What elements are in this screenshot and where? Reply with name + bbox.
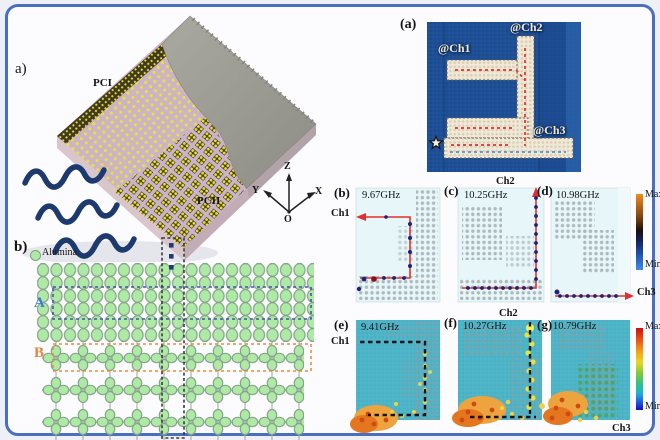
pc1-lattice-rows xyxy=(37,263,314,342)
photo-ch1-label: @Ch1 xyxy=(438,41,471,55)
sim-panel-d xyxy=(550,187,634,303)
pc2-clover-rows xyxy=(42,341,304,440)
alumina-legend-icon xyxy=(30,250,41,261)
axis-y-label: Y xyxy=(252,185,260,196)
alumina-legend-label: Alumina xyxy=(42,247,77,258)
pc1-label: PCI xyxy=(93,77,112,89)
pc2-rod-array xyxy=(115,115,247,248)
exp-panel-g-freq: 10.79GHz xyxy=(553,321,597,332)
source-star-marker xyxy=(428,134,444,150)
exp-panel-e xyxy=(350,320,440,433)
region-a-label: A xyxy=(34,295,45,311)
exp-panel-f-label: (f) xyxy=(444,315,457,330)
exp-panel-g-label: (g) xyxy=(537,317,553,332)
left-panel-b-label: b) xyxy=(14,239,28,255)
exp-panel-g xyxy=(543,320,630,425)
sim-ch3-label: Ch3 xyxy=(637,287,656,298)
lattice-diagram xyxy=(37,237,314,440)
exp-panel-f-freq: 10.27GHz xyxy=(463,321,507,332)
exp-ch1-label: Ch1 xyxy=(331,336,350,347)
left-panel-a-label: a) xyxy=(15,61,27,77)
sample-photo xyxy=(427,22,581,172)
photo-panel-label: (a) xyxy=(400,17,417,32)
sim-panel-b-freq: 9.67GHz xyxy=(362,190,401,201)
exp-panel-e-label: (e) xyxy=(334,317,349,332)
pc1-rod-array xyxy=(64,50,208,192)
exp-panel-f xyxy=(452,320,545,427)
unit-cell-box xyxy=(161,237,185,439)
route-red-dashes xyxy=(451,48,526,146)
slab-side-faces xyxy=(57,124,316,260)
sim-ch1-label: Ch1 xyxy=(331,208,350,219)
coordinate-axes xyxy=(263,173,316,214)
photo-ch2-label: @Ch2 xyxy=(510,20,543,34)
incident-wave-arrows xyxy=(22,164,137,259)
region-a-box xyxy=(52,286,312,320)
sim-ch2-label: Ch2 xyxy=(496,176,515,187)
sim-panel-d-freq: 10.98GHz xyxy=(556,190,600,201)
sim-panel-c-label: (c) xyxy=(444,183,459,198)
crystal-3d-illustration xyxy=(22,15,317,262)
exp-ch2-label: Ch2 xyxy=(499,308,518,319)
sim-panel-d-label: (d) xyxy=(537,183,553,198)
sim-panel-c-freq: 10.25GHz xyxy=(464,190,508,201)
region-b-box xyxy=(52,343,312,372)
exp-panel-e-freq: 9.41GHz xyxy=(361,322,400,333)
photo-ch3-label: @Ch3 xyxy=(533,123,566,137)
exp-ch3-label: Ch3 xyxy=(612,423,631,434)
sim-panel-b-label: (b) xyxy=(334,185,350,200)
pc2-label: PCII xyxy=(197,195,221,207)
sim-colorbar-max-label: Max xyxy=(645,189,660,200)
sim-colorbar-min-label: Min xyxy=(645,259,660,270)
axis-origin-label: O xyxy=(284,214,292,225)
sim-panel-b xyxy=(355,187,441,303)
exp-colorbar-min-label: Min xyxy=(645,401,660,412)
exp-field-row xyxy=(350,320,643,433)
exp-colorbar-max-label: Max xyxy=(645,321,660,332)
region-b-label: B xyxy=(34,345,45,361)
sim-field-row xyxy=(355,187,643,303)
axis-z-label: Z xyxy=(284,161,291,172)
exp-colorbar xyxy=(636,328,643,410)
sim-colorbar xyxy=(636,194,643,270)
sim-panel-c xyxy=(457,187,545,303)
slab-gray-lid xyxy=(161,15,317,189)
axis-x-label: X xyxy=(315,186,323,197)
